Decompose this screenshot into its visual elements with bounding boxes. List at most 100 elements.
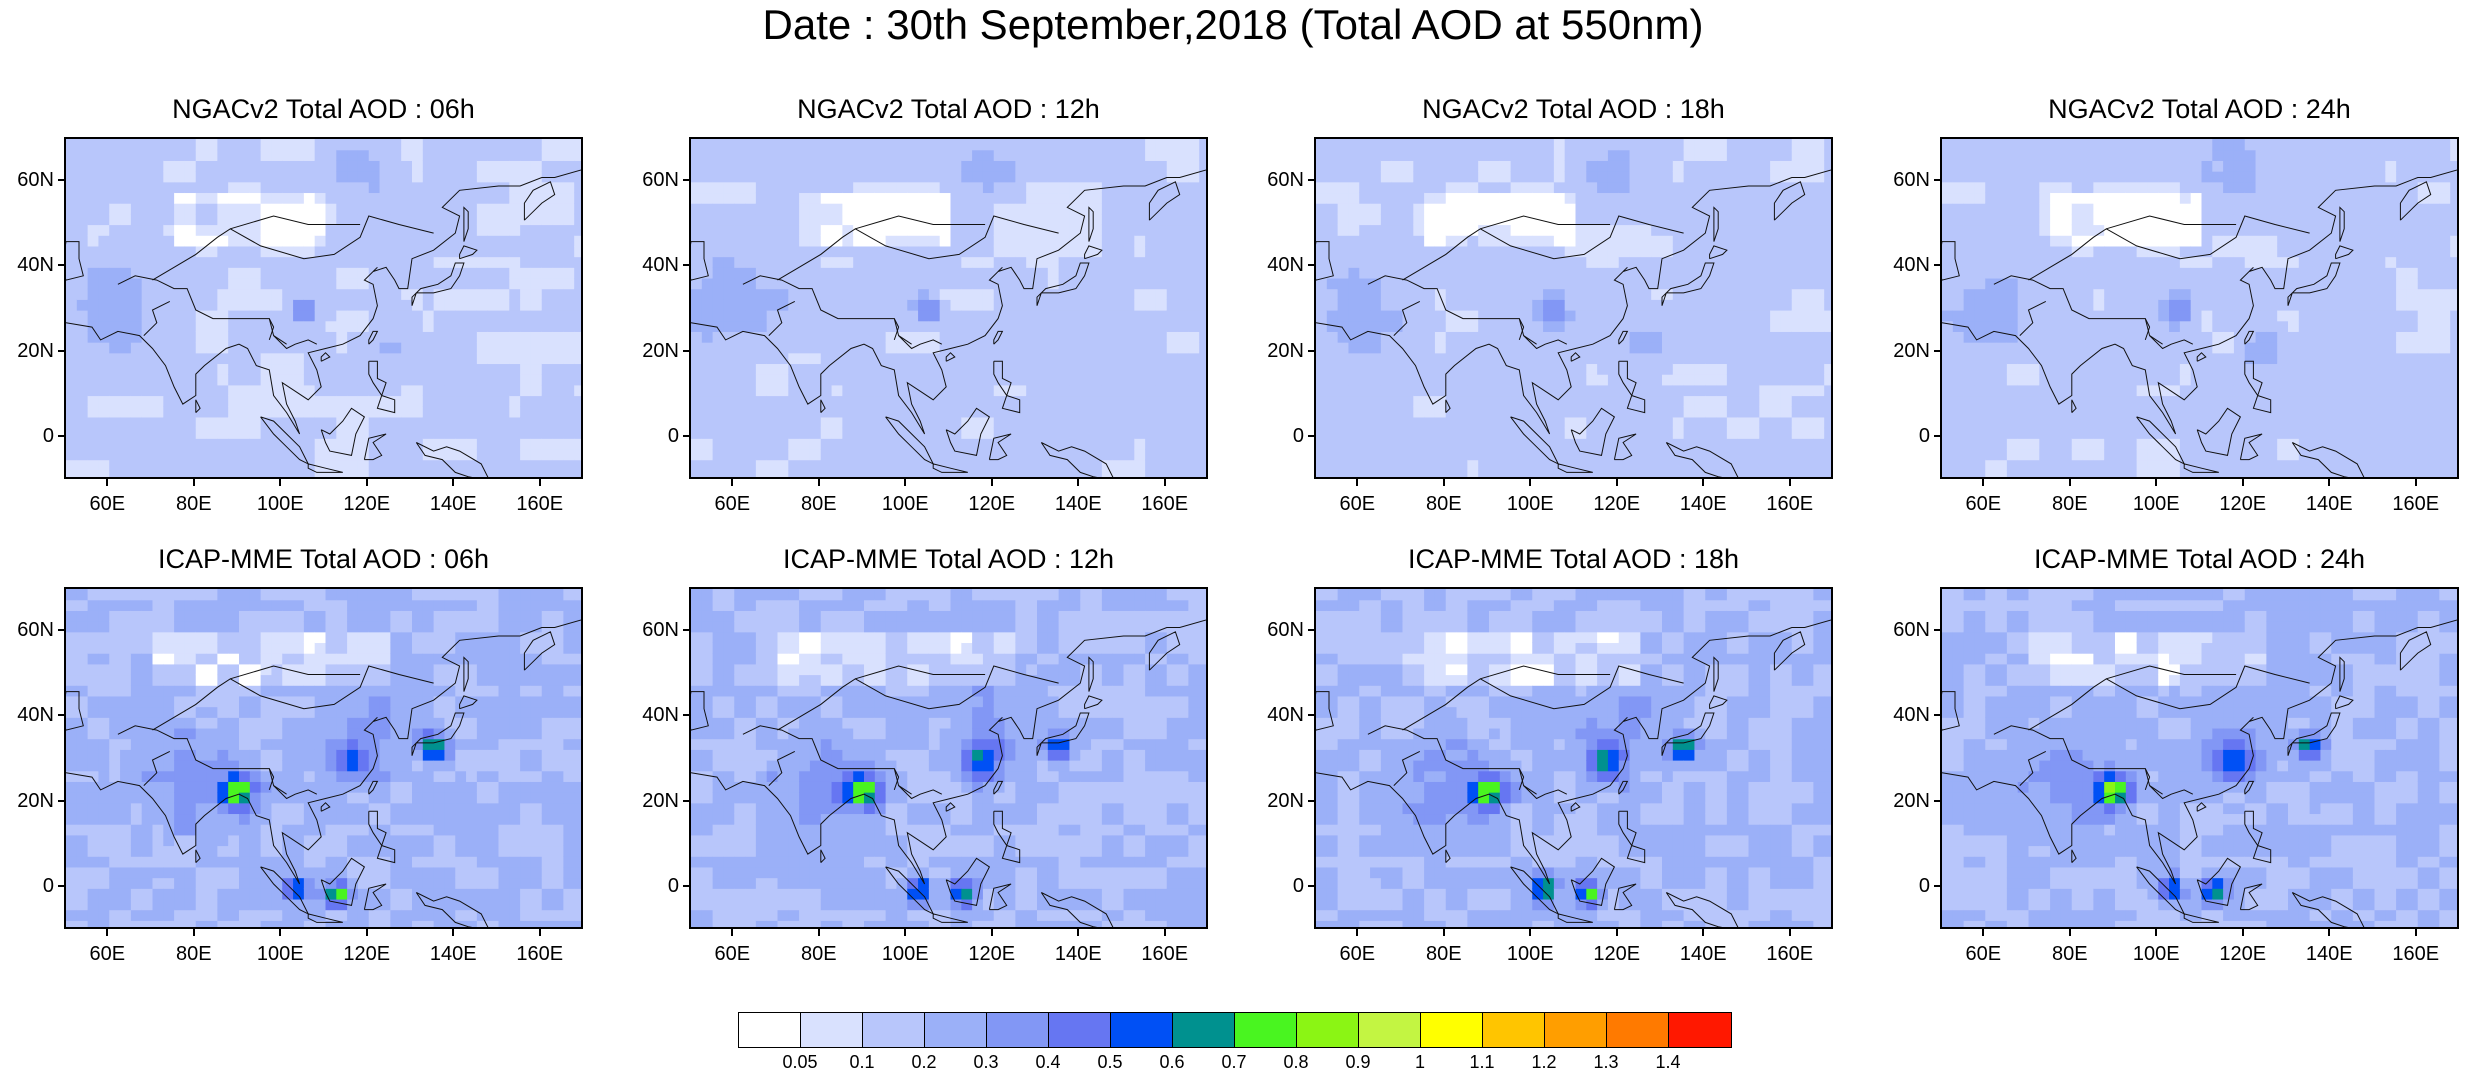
panel-title: ICAP-MME Total AOD : 12h	[649, 543, 1248, 575]
lon-tick-label: 160E	[2381, 943, 2451, 965]
colorbar-swatch	[1421, 1013, 1483, 1047]
lon-tick-label: 60E	[72, 943, 142, 965]
aod-map-icap-24h	[1940, 587, 2459, 929]
colorbar-label: 0.3	[961, 1052, 1011, 1073]
lon-tick-label: 60E	[697, 493, 767, 515]
lon-tick-label: 60E	[1322, 943, 1392, 965]
colorbar-label: 1.1	[1457, 1052, 1507, 1073]
lon-tick-label: 60E	[1948, 493, 2018, 515]
colorbar-swatch	[739, 1013, 801, 1047]
panel-title: NGACv2 Total AOD : 18h	[1274, 93, 1873, 125]
lon-tick-label: 60E	[1948, 943, 2018, 965]
colorbar-swatch	[1297, 1013, 1359, 1047]
colorbar-swatch	[1545, 1013, 1607, 1047]
aod-colorbar	[738, 1012, 1732, 1048]
figure-title: Date : 30th September,2018 (Total AOD at…	[0, 0, 2466, 50]
lon-tick-label: 120E	[1582, 943, 1652, 965]
lon-tick-label: 140E	[2294, 493, 2364, 515]
panel-title: ICAP-MME Total AOD : 06h	[24, 543, 623, 575]
aod-map-ngac-6h	[64, 137, 583, 479]
lat-tick-label: 40N	[1870, 254, 1930, 276]
lon-tick-label: 160E	[505, 943, 575, 965]
lat-tick-label: 20N	[1870, 790, 1930, 812]
lon-tick-label: 100E	[870, 493, 940, 515]
lat-tick-label: 40N	[1244, 704, 1304, 726]
lon-tick-label: 60E	[72, 493, 142, 515]
colorbar-swatch	[1483, 1013, 1545, 1047]
colorbar-swatch	[1607, 1013, 1669, 1047]
lon-tick-label: 120E	[957, 943, 1027, 965]
lat-tick-label: 60N	[1244, 619, 1304, 641]
panel-title: NGACv2 Total AOD : 24h	[1900, 93, 2466, 125]
colorbar-swatch	[987, 1013, 1049, 1047]
panel-title: NGACv2 Total AOD : 12h	[649, 93, 1248, 125]
colorbar-swatch	[1173, 1013, 1235, 1047]
lat-tick-label: 40N	[619, 704, 679, 726]
colorbar-label: 1.4	[1643, 1052, 1693, 1073]
colorbar-label: 1.2	[1519, 1052, 1569, 1073]
lon-tick-label: 80E	[1409, 943, 1479, 965]
lon-tick-label: 80E	[1409, 493, 1479, 515]
panel-title: NGACv2 Total AOD : 06h	[24, 93, 623, 125]
colorbar-label: 0.8	[1271, 1052, 1321, 1073]
lat-tick-label: 20N	[0, 790, 54, 812]
lat-tick-label: 0	[1244, 875, 1304, 897]
lon-tick-label: 120E	[1582, 493, 1652, 515]
lat-tick-label: 0	[0, 875, 54, 897]
lon-tick-label: 80E	[159, 943, 229, 965]
lon-tick-label: 140E	[418, 493, 488, 515]
aod-field	[691, 139, 1208, 479]
colorbar-label: 0.6	[1147, 1052, 1197, 1073]
aod-field	[66, 589, 583, 929]
colorbar-label: 0.4	[1023, 1052, 1073, 1073]
colorbar-label: 0.5	[1085, 1052, 1135, 1073]
aod-field	[691, 589, 1208, 929]
lat-tick-label: 60N	[619, 619, 679, 641]
colorbar-swatch	[1111, 1013, 1173, 1047]
lon-tick-label: 100E	[2121, 943, 2191, 965]
aod-map-ngac-24h	[1940, 137, 2459, 479]
panel-title: ICAP-MME Total AOD : 24h	[1900, 543, 2466, 575]
colorbar-label: 0.7	[1209, 1052, 1259, 1073]
colorbar-swatch	[863, 1013, 925, 1047]
lat-tick-label: 40N	[619, 254, 679, 276]
lon-tick-label: 160E	[1130, 943, 1200, 965]
lat-tick-label: 20N	[619, 340, 679, 362]
colorbar-swatch	[1235, 1013, 1297, 1047]
lon-tick-label: 100E	[870, 943, 940, 965]
lat-tick-label: 0	[619, 425, 679, 447]
lon-tick-label: 120E	[332, 493, 402, 515]
lon-tick-label: 160E	[505, 493, 575, 515]
panel-title: ICAP-MME Total AOD : 18h	[1274, 543, 1873, 575]
aod-field	[1942, 139, 2459, 479]
lon-tick-label: 100E	[2121, 493, 2191, 515]
colorbar-label: 0.9	[1333, 1052, 1383, 1073]
lat-tick-label: 60N	[1870, 619, 1930, 641]
lat-tick-label: 0	[1244, 425, 1304, 447]
aod-field	[66, 139, 583, 479]
lon-tick-label: 140E	[1043, 943, 1113, 965]
aod-field	[1942, 589, 2459, 929]
lon-tick-label: 160E	[2381, 493, 2451, 515]
aod-map-icap-12h	[689, 587, 1208, 929]
lon-tick-label: 100E	[245, 943, 315, 965]
lon-tick-label: 140E	[1668, 943, 1738, 965]
lat-tick-label: 60N	[0, 619, 54, 641]
lon-tick-label: 140E	[1668, 493, 1738, 515]
lon-tick-label: 100E	[245, 493, 315, 515]
lon-tick-label: 60E	[1322, 493, 1392, 515]
lat-tick-label: 0	[619, 875, 679, 897]
lon-tick-label: 120E	[332, 943, 402, 965]
lat-tick-label: 40N	[0, 704, 54, 726]
aod-map-icap-18h	[1314, 587, 1833, 929]
lon-tick-label: 80E	[784, 943, 854, 965]
colorbar-label: 0.1	[837, 1052, 887, 1073]
lat-tick-label: 40N	[1244, 254, 1304, 276]
lon-tick-label: 140E	[1043, 493, 1113, 515]
lat-tick-label: 60N	[619, 169, 679, 191]
aod-field	[1316, 589, 1833, 929]
colorbar-swatch	[801, 1013, 863, 1047]
colorbar-label: 0.2	[899, 1052, 949, 1073]
colorbar-label: 0.05	[775, 1052, 825, 1073]
lat-tick-label: 0	[1870, 425, 1930, 447]
